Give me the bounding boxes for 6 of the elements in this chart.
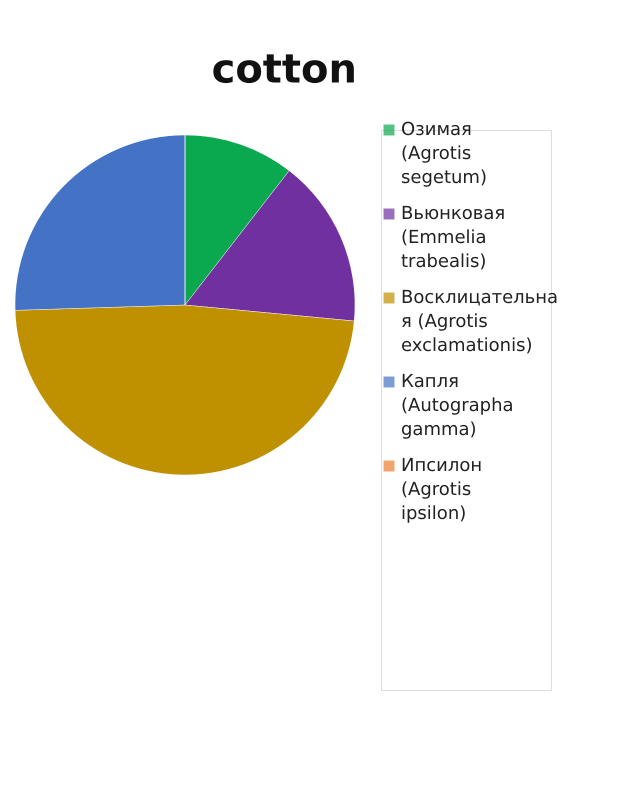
legend-label: Ипсилон (Agrotis ipsilon) [401, 455, 482, 524]
legend-label: Капля (Autographa gamma) [401, 371, 514, 440]
legend-label: Восклицательная (Agrotis exclamationis) [401, 287, 558, 356]
legend-label: Озимая (Agrotis segetum) [401, 119, 487, 188]
chart-title: cotton [212, 46, 357, 92]
legend-label: Вьюнковая (Emmelia trabealis) [401, 203, 506, 272]
